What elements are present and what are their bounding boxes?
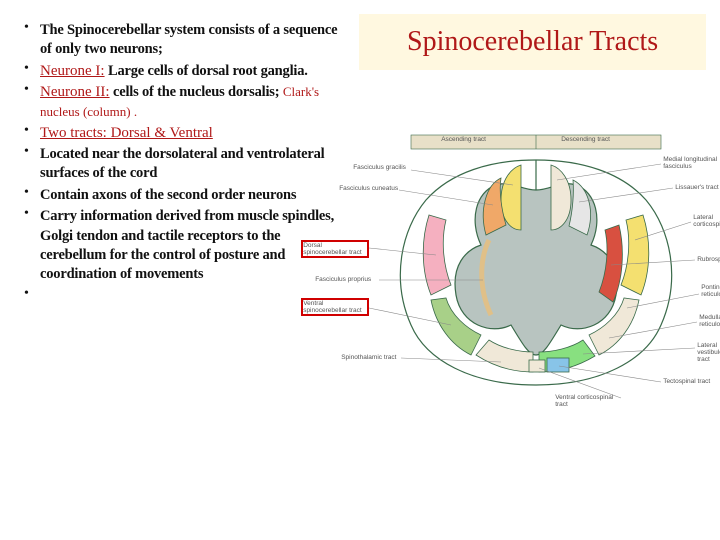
label-r1: Medial longitudinal fasciculus bbox=[663, 156, 720, 170]
page-title: Spinocerebellar Tracts bbox=[407, 26, 658, 57]
label-l1: Fasciculus gracilis bbox=[353, 164, 406, 171]
label-r7: Lateral vestibulospinal tract bbox=[697, 342, 720, 363]
label-l4: Fasciculus proprius bbox=[315, 276, 371, 283]
spinal-cord-diagram: Ascending tract Descending tract Fascicu… bbox=[351, 130, 720, 420]
bullet-5-text: Located near the dorsolateral and ventro… bbox=[40, 146, 324, 181]
diagram-header-right: Descending tract bbox=[561, 136, 610, 143]
bullet-7-text: Carry information derived from muscle sp… bbox=[40, 208, 334, 282]
bullet-list: The Spinocerebellar system consists of a… bbox=[20, 20, 341, 305]
label-r8: Tectospinal tract bbox=[663, 378, 710, 385]
bullet-7: Carry information derived from muscle sp… bbox=[20, 206, 341, 284]
right-column: Spinocerebellar Tracts bbox=[351, 20, 710, 520]
diagram-svg bbox=[351, 130, 720, 420]
bullet-4: Two tracts: Dorsal & Ventral bbox=[20, 123, 341, 142]
diagram-header-left: Ascending tract bbox=[441, 136, 486, 143]
label-r3: Lateral corticospinal tract bbox=[693, 214, 720, 228]
bullet-3: Neurone II: cells of the nucleus dorsali… bbox=[20, 82, 341, 121]
bullet-3-rest: cells of the nucleus dorsalis; bbox=[110, 84, 283, 100]
label-l6: Spinothalamic tract bbox=[341, 354, 396, 361]
highlight-dorsal-spinocerebellar bbox=[301, 240, 369, 258]
title-box: Spinocerebellar Tracts bbox=[359, 14, 706, 70]
bullet-8-empty bbox=[20, 286, 341, 305]
bullet-5: Located near the dorsolateral and ventro… bbox=[20, 144, 341, 183]
bullet-4-text: Two tracts: Dorsal & Ventral bbox=[40, 125, 213, 141]
text-column: The Spinocerebellar system consists of a… bbox=[20, 20, 351, 520]
bullet-6-text: Contain axons of the second order neuron… bbox=[40, 187, 296, 203]
bullet-3-prefix: Neurone II: bbox=[40, 84, 110, 100]
bullet-2-rest: Large cells of dorsal root ganglia. bbox=[105, 63, 308, 79]
bullet-6: Contain axons of the second order neuron… bbox=[20, 185, 341, 204]
label-r2: Lissauer's tract bbox=[675, 184, 719, 191]
bullet-2-prefix: Neurone I: bbox=[40, 63, 105, 79]
label-r6: Medullary reticulospinal tract bbox=[699, 314, 720, 328]
bullet-2: Neurone I: Large cells of dorsal root ga… bbox=[20, 61, 341, 80]
label-r5: Pontine reticulospinal tract bbox=[701, 284, 720, 298]
highlight-ventral-spinocerebellar bbox=[301, 298, 369, 316]
label-r9: Ventral corticospinal tract bbox=[555, 394, 625, 408]
label-r4: Rubrospinal tract bbox=[697, 256, 720, 263]
bullet-1-text: The Spinocerebellar system consists of a… bbox=[40, 22, 337, 57]
bullet-1: The Spinocerebellar system consists of a… bbox=[20, 20, 341, 59]
label-l2: Fasciculus cuneatus bbox=[339, 185, 398, 192]
slide-root: The Spinocerebellar system consists of a… bbox=[0, 0, 720, 540]
